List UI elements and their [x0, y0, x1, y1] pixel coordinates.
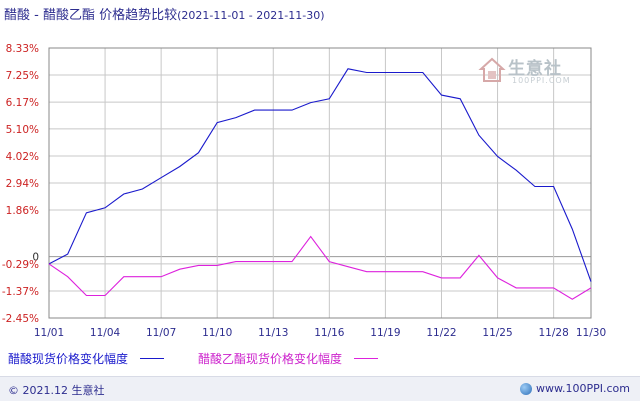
- series-lines: [48, 68, 592, 300]
- chart-title: 醋酸 - 醋酸乙酯 价格趋势比较(2021-11-01 - 2021-11-30…: [4, 4, 325, 23]
- x-tick-label: 11/04: [90, 327, 121, 339]
- x-tick-label: 11/25: [482, 327, 512, 339]
- footer-bar: © 2021.12 生意社 www.100PPI.com: [0, 376, 640, 401]
- legend-item-series2: 醋酸乙酯现货价格变化幅度: [198, 350, 379, 367]
- y-tick-label: -1.37%: [2, 286, 39, 298]
- x-axis-ticks: 11/01 11/04 11/07 11/10 11/13 11/16 11/19 11/22…: [34, 327, 606, 339]
- series-line-2: [48, 235, 592, 300]
- x-tick-label: 11/10: [202, 327, 232, 339]
- y-tick-label: 1.86%: [6, 205, 39, 217]
- plot-frame: [48, 47, 592, 319]
- chart-legend: 醋酸现货价格变化幅度 醋酸乙酯现货价格变化幅度: [0, 350, 640, 368]
- x-tick-label: 11/19: [370, 327, 400, 339]
- x-tick-label: 11/13: [258, 327, 288, 339]
- y-tick-label: 6.17%: [6, 97, 39, 109]
- x-tick-label: 11/30: [576, 327, 606, 339]
- chart-date-range: (2021-11-01 - 2021-11-30): [177, 9, 325, 22]
- y-tick-label: 5.10%: [6, 124, 39, 136]
- y-tick-label: 2.94%: [6, 178, 39, 190]
- x-tick-label: 11/16: [314, 327, 345, 339]
- x-tick-label: 11/22: [426, 327, 456, 339]
- x-tick-label: 11/07: [146, 327, 176, 339]
- x-tick-label: 11/01: [34, 327, 64, 339]
- house-icon: [478, 57, 506, 82]
- series-line-1: [48, 68, 592, 282]
- legend-label-series2: 醋酸乙酯现货价格变化幅度: [198, 352, 343, 366]
- y-axis-ticks: 8.33% 7.25% 6.17% 5.10% 4.02% 2.94% 1.86% 0-0.2…: [2, 43, 39, 325]
- footer-link[interactable]: www.100PPI.com: [520, 382, 630, 395]
- y-tick-label: -0.29%: [2, 259, 39, 271]
- y-tick-label: 8.33%: [6, 43, 39, 55]
- x-tick-label: 11/28: [538, 327, 568, 339]
- globe-icon: [520, 382, 533, 395]
- y-tick-label: 0: [32, 252, 39, 264]
- watermark-url: 100PPI.COM: [512, 76, 571, 85]
- y-tick-label: 7.25%: [6, 70, 39, 82]
- y-tick-label: 4.02%: [6, 151, 39, 163]
- chart-title-text: 醋酸 - 醋酸乙酯 价格趋势比较: [4, 8, 178, 23]
- legend-swatch-series1: [140, 358, 165, 359]
- legend-swatch-series2: [354, 358, 379, 359]
- watermark-logo: 生意社 100PPI.COM: [478, 52, 578, 88]
- watermark-name: 生意社: [508, 59, 562, 79]
- y-tick-label: -2.45%: [2, 313, 39, 325]
- legend-item-series1: 醋酸现货价格变化幅度: [8, 350, 165, 367]
- chart-grid: [48, 47, 592, 319]
- footer-copyright: © 2021.12 生意社: [8, 384, 105, 397]
- legend-label-series1: 醋酸现货价格变化幅度: [8, 352, 129, 366]
- footer-url: www.100PPI.com: [536, 382, 630, 395]
